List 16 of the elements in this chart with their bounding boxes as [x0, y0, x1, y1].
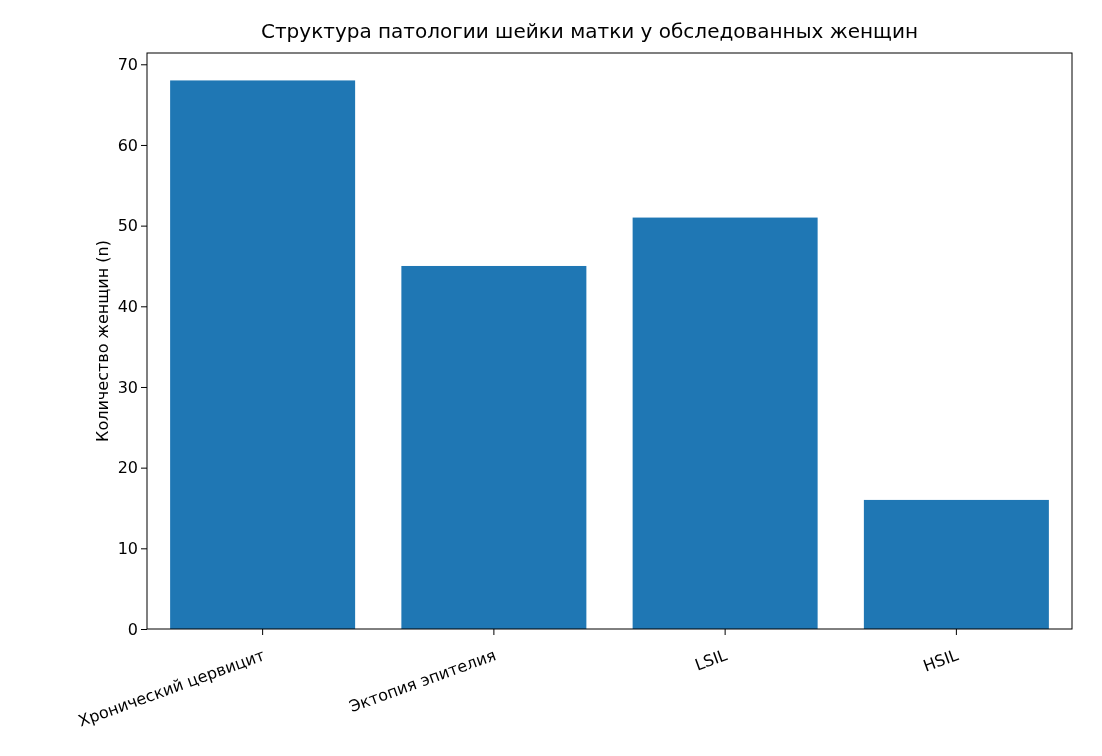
y-axis-title: Количество женщин (n): [93, 240, 112, 442]
chart-title: Структура патологии шейки матки у обследованных женщин: [261, 19, 918, 43]
y-tick-label: 60: [117, 135, 138, 155]
y-tick-label: 10: [117, 538, 138, 558]
y-tick-label: 40: [117, 296, 138, 316]
y-tick-label: 70: [117, 54, 138, 74]
y-tick-label: 50: [117, 216, 138, 236]
y-tick-label: 20: [117, 458, 138, 478]
bar: [863, 499, 1049, 629]
bar: [632, 217, 818, 629]
x-tick-label: LSIL: [692, 645, 730, 675]
bar: [401, 265, 587, 629]
y-tick-label: 0: [127, 619, 138, 639]
y-tick-label: 30: [117, 377, 138, 397]
bar: [170, 80, 356, 629]
x-tick-label: HSIL: [920, 645, 961, 676]
